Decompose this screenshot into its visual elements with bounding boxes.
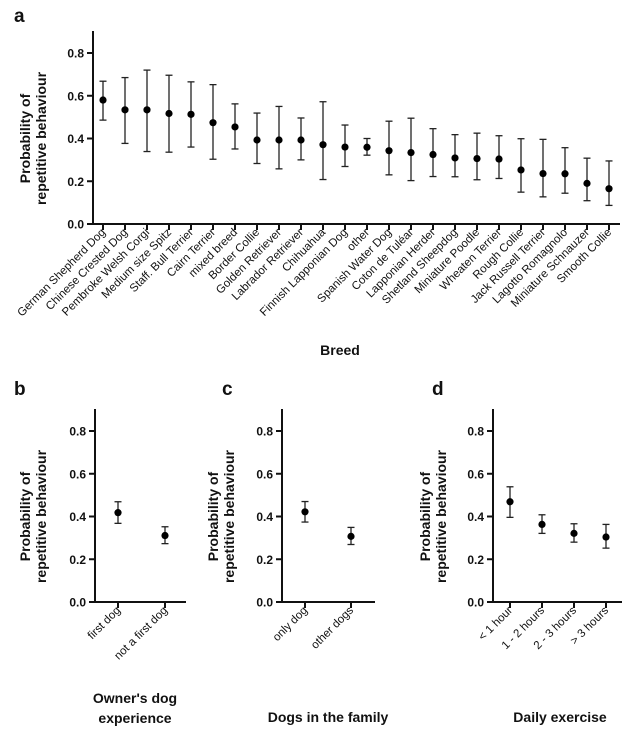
data-point	[539, 169, 547, 178]
data-point	[187, 110, 195, 118]
data-point	[363, 143, 371, 151]
data-point	[429, 150, 437, 159]
y-tick-label: 0.6	[256, 467, 273, 481]
x-tick-label: German Shepherd Dog	[16, 227, 109, 320]
data-point	[114, 509, 122, 517]
data-point	[275, 136, 283, 144]
y-tick-label: 0.4	[467, 510, 484, 524]
panel-letter: c	[222, 379, 233, 400]
data-point	[99, 96, 107, 104]
data-point	[473, 154, 481, 163]
y-axis-label: repetitive behaviour	[33, 449, 49, 583]
y-tick-label: 0.4	[67, 132, 84, 146]
data-point	[506, 498, 514, 506]
panel-letter: a	[14, 6, 25, 27]
data-point	[583, 179, 591, 187]
x-axis-label: Daily exercise	[513, 709, 607, 725]
x-axis-label: Breed	[320, 342, 360, 358]
y-tick-label: 0.4	[256, 510, 273, 524]
data-point	[451, 154, 459, 162]
y-axis-label: Probability of	[417, 471, 433, 561]
x-axis-label: Dogs in the family	[268, 709, 389, 725]
y-axis-label: repetitive behaviour	[33, 71, 49, 205]
data-point	[495, 155, 503, 163]
data-point	[407, 149, 415, 157]
data-point	[341, 143, 349, 151]
y-tick-label: 0.2	[256, 553, 273, 567]
x-tick-label: Pembroke Welsh Corgi	[60, 227, 152, 319]
y-axis-label: Probability of	[17, 93, 33, 183]
data-point	[517, 166, 525, 174]
data-point	[165, 109, 173, 118]
panel-letter: b	[14, 379, 26, 400]
x-axis-label: experience	[98, 710, 171, 726]
y-tick-label: 0.4	[69, 510, 86, 524]
x-tick-label: other dogs	[309, 604, 356, 651]
data-point	[561, 170, 569, 178]
data-point	[347, 532, 355, 540]
y-axis-label: Probability of	[205, 471, 221, 561]
data-point	[121, 106, 129, 114]
panel-letter: d	[432, 379, 444, 400]
y-tick-label: 0.0	[467, 596, 484, 610]
y-tick-label: 0.8	[256, 425, 273, 439]
data-point	[143, 106, 151, 114]
data-point	[161, 531, 169, 540]
y-tick-label: 0.2	[67, 175, 84, 189]
data-point	[297, 136, 305, 144]
x-axis-label: Owner's dog	[93, 690, 177, 706]
data-point	[253, 136, 261, 144]
y-axis-label: Probability of	[17, 471, 33, 561]
y-tick-label: 0.2	[467, 553, 484, 567]
data-point	[385, 147, 393, 155]
y-tick-label: 0.6	[67, 89, 84, 103]
data-point	[209, 119, 217, 127]
y-tick-label: 0.6	[467, 467, 484, 481]
y-tick-label: 0.6	[69, 467, 86, 481]
data-point	[319, 141, 327, 149]
y-tick-label: 0.0	[67, 218, 84, 232]
data-point	[538, 520, 546, 529]
data-point	[301, 508, 309, 516]
y-axis-label: repetitive behaviour	[433, 449, 449, 583]
x-tick-label: only dog	[271, 605, 310, 644]
data-point	[570, 529, 578, 537]
y-tick-label: 0.8	[467, 425, 484, 439]
y-tick-label: 0.8	[69, 425, 86, 439]
y-tick-label: 0.2	[69, 553, 86, 567]
y-tick-label: 0.0	[256, 596, 273, 610]
data-point	[602, 533, 610, 541]
x-tick-label: first dog	[86, 605, 123, 642]
data-point	[231, 123, 239, 131]
y-tick-label: 0.8	[67, 47, 84, 61]
data-point	[605, 185, 613, 193]
y-axis-label: repetitive behaviour	[221, 449, 237, 583]
y-tick-label: 0.0	[69, 596, 86, 610]
